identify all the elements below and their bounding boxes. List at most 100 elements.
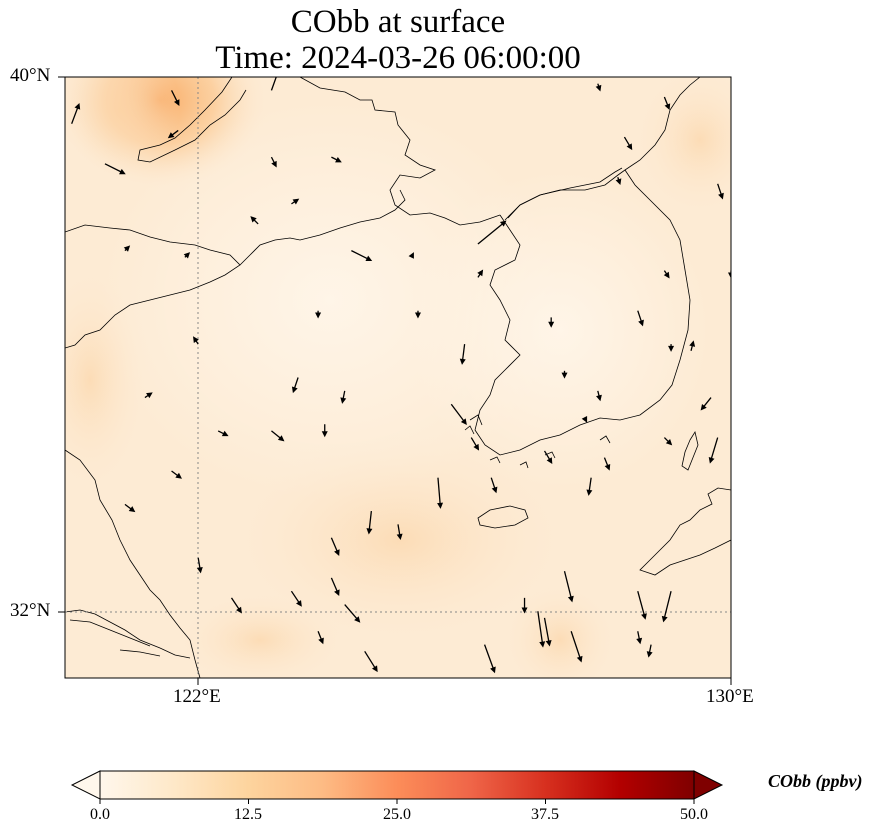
colorbar-extend-min — [70, 770, 101, 800]
wind-arrow — [490, 477, 498, 494]
wind-arrow — [663, 437, 673, 446]
wind-arrow — [123, 245, 131, 252]
wind-arrow — [668, 344, 675, 352]
colorbar — [70, 770, 724, 804]
wind-arrow — [414, 310, 421, 319]
lat-tick-32n: 32°N — [10, 600, 51, 621]
wind-arrow — [344, 604, 361, 623]
wind-arrow — [470, 437, 480, 451]
wind-arrow — [193, 336, 199, 345]
wind-arrow — [291, 198, 300, 205]
coastline-china-east — [65, 224, 241, 349]
wind-arrow — [321, 424, 328, 438]
wind-arrow — [537, 611, 546, 648]
wind-arrow — [663, 96, 671, 111]
colorbar-tick-0: 0.0 — [90, 806, 110, 823]
wind-arrow — [171, 470, 182, 479]
wind-arrow — [603, 457, 611, 471]
wind-arrow — [477, 269, 484, 278]
wind-arrow — [586, 477, 593, 496]
wind-arrow — [728, 270, 731, 279]
wind-arrow — [351, 250, 373, 262]
wind-arrow — [408, 252, 414, 259]
map-subtitle-time: Time: 2024-03-26 06:00:00 — [215, 40, 581, 76]
wind-arrow — [366, 510, 373, 535]
wind-arrow — [450, 403, 467, 426]
wind-arrow — [170, 90, 180, 106]
concentration-field — [65, 77, 731, 678]
map-title: CObb at surface — [290, 4, 506, 40]
wind-arrow — [270, 156, 277, 168]
wind-arrow — [317, 631, 324, 645]
wind-arrow — [717, 183, 724, 200]
wind-arrow — [689, 340, 696, 351]
wind-arrow — [271, 430, 285, 442]
colorbar-gradient — [100, 771, 694, 799]
wind-arrow — [543, 450, 553, 464]
wind-arrow — [124, 503, 136, 513]
wind-arrow — [483, 644, 496, 674]
wind-arrow — [196, 557, 203, 574]
wind-arrow — [543, 617, 552, 647]
coastline-korea-islands — [464, 414, 611, 469]
wind-arrow — [663, 270, 670, 279]
wind-arrow — [340, 390, 347, 404]
coastline-bohai-north — [299, 77, 501, 226]
wind-arrow — [548, 317, 555, 328]
wind-arrow — [364, 650, 378, 673]
wind-arrow — [167, 129, 179, 139]
coastline-tsushima — [681, 430, 699, 471]
colorbar-label: CObb (ppbv) — [768, 771, 863, 791]
coastlines — [65, 77, 731, 678]
wind-arrow — [646, 644, 653, 658]
wind-arrow — [637, 591, 647, 620]
wind-arrow — [144, 392, 153, 399]
coastline-shandong — [239, 189, 406, 266]
wind-arrow — [331, 156, 342, 163]
wind-arrow — [230, 597, 242, 614]
axis-ticks — [58, 76, 732, 685]
wind-arrow — [700, 397, 712, 411]
wind-arrow — [561, 370, 568, 379]
wind-arrow — [636, 631, 643, 645]
wind-arrow — [615, 176, 622, 185]
wind-vectors — [71, 77, 731, 674]
colorbar-extend-max — [693, 770, 724, 800]
coastline-east-korea — [624, 77, 701, 171]
coastline-jeju — [477, 505, 529, 529]
wind-arrow — [521, 597, 528, 614]
wind-arrow — [270, 77, 277, 91]
coastline-west-korea — [474, 169, 691, 456]
gridlines — [65, 77, 731, 678]
wind-arrow — [477, 220, 507, 245]
wind-arrow — [623, 136, 633, 151]
wind-arrow — [595, 83, 602, 92]
colorbar-tick-50: 50.0 — [680, 806, 708, 823]
lon-tick-122e: 122°E — [173, 686, 221, 707]
coastline-japan — [639, 487, 731, 576]
wind-arrow — [396, 524, 403, 541]
wind-arrow — [315, 310, 322, 319]
coastline-china-south — [65, 449, 201, 678]
wind-arrow — [570, 631, 583, 663]
wind-arrow — [437, 477, 444, 509]
wind-arrow — [596, 390, 602, 402]
colorbar-tick-37-5: 37.5 — [531, 806, 559, 823]
wind-arrow — [661, 591, 672, 623]
lat-tick-40n: 40°N — [10, 65, 51, 86]
lon-tick-130e: 130°E — [706, 686, 754, 707]
colorbar-tick-25: 25.0 — [383, 806, 411, 823]
map-frame — [64, 76, 732, 679]
wind-arrow — [291, 377, 299, 394]
wind-arrow — [71, 102, 81, 124]
colorbar-tick-12-5: 12.5 — [234, 806, 262, 823]
coastline-liaodong — [137, 77, 247, 163]
wind-arrow — [330, 537, 340, 556]
wind-arrow — [637, 310, 644, 327]
wind-arrow — [290, 590, 302, 607]
wind-arrow — [330, 577, 340, 597]
wind-arrow — [708, 437, 719, 464]
wind-arrow — [563, 570, 574, 603]
wind-arrow — [217, 430, 229, 437]
